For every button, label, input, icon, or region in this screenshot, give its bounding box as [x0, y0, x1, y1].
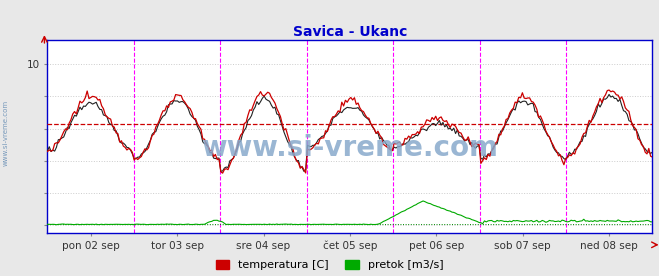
- Legend: temperatura [C], pretok [m3/s]: temperatura [C], pretok [m3/s]: [215, 260, 444, 270]
- Text: www.si-vreme.com: www.si-vreme.com: [202, 134, 498, 162]
- Text: www.si-vreme.com: www.si-vreme.com: [3, 99, 9, 166]
- Title: Savica - Ukanc: Savica - Ukanc: [293, 25, 407, 39]
